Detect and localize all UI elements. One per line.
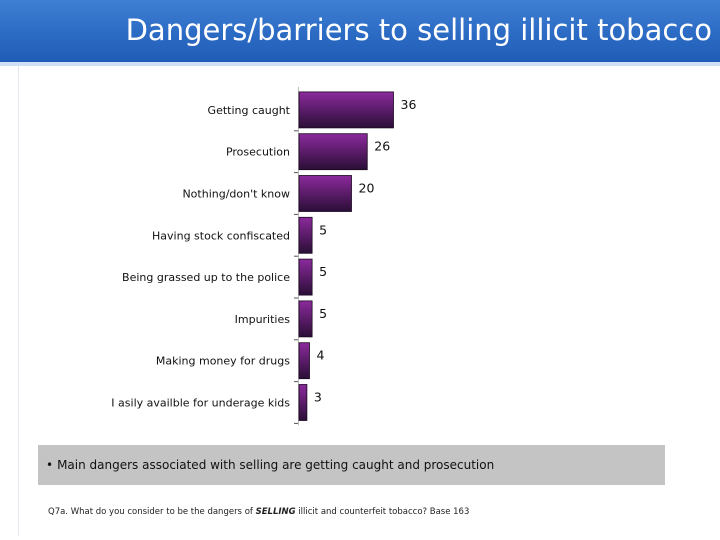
value-label: 4 — [317, 348, 325, 363]
bar — [298, 258, 313, 296]
bar — [298, 91, 394, 129]
value-label: 5 — [319, 222, 327, 237]
footnote-before: Q7a. What do you consider to be the dang… — [48, 507, 253, 517]
category-label: Having stock confiscated — [152, 229, 290, 242]
bar — [298, 216, 313, 254]
question-footnote: Q7a. What do you consider to be the dang… — [48, 507, 469, 517]
footnote-after: illicit and counterfeit tobacco? Base 16… — [298, 507, 470, 517]
bar — [298, 133, 368, 171]
bar — [298, 342, 310, 380]
value-label: 5 — [319, 306, 327, 321]
summary-sentence: Main dangers associated with selling are… — [57, 458, 495, 472]
category-label: I asily availble for underage kids — [111, 397, 290, 410]
summary-box: • Main dangers associated with selling ar… — [38, 445, 665, 485]
value-label: 26 — [374, 139, 390, 154]
bar — [298, 300, 313, 338]
summary-text: • Main dangers associated with selling ar… — [46, 458, 494, 472]
footnote-emphasis: SELLING — [255, 507, 296, 517]
bullet-dot: • — [46, 458, 54, 472]
value-label: 36 — [401, 97, 417, 112]
category-label: Making money for drugs — [156, 355, 290, 368]
bar — [298, 175, 352, 212]
slide-header: Dangers/barriers to selling illicit toba… — [0, 0, 720, 66]
value-label: 5 — [319, 264, 327, 279]
value-label: 20 — [359, 181, 375, 196]
category-label: Being grassed up to the police — [122, 271, 290, 284]
left-guide-line — [18, 66, 19, 536]
category-label: Prosecution — [226, 146, 290, 159]
bar — [298, 384, 308, 421]
value-label: 3 — [314, 390, 322, 405]
category-label: Impurities — [235, 313, 291, 326]
bar-chart: Getting caught 36 Prosecution 26 Nothing/don… — [111, 87, 417, 426]
category-label: Nothing/don't know — [182, 188, 290, 201]
slide-title: Dangers/barriers to selling illicit toba… — [125, 13, 712, 47]
category-label: Getting caught — [208, 104, 291, 117]
